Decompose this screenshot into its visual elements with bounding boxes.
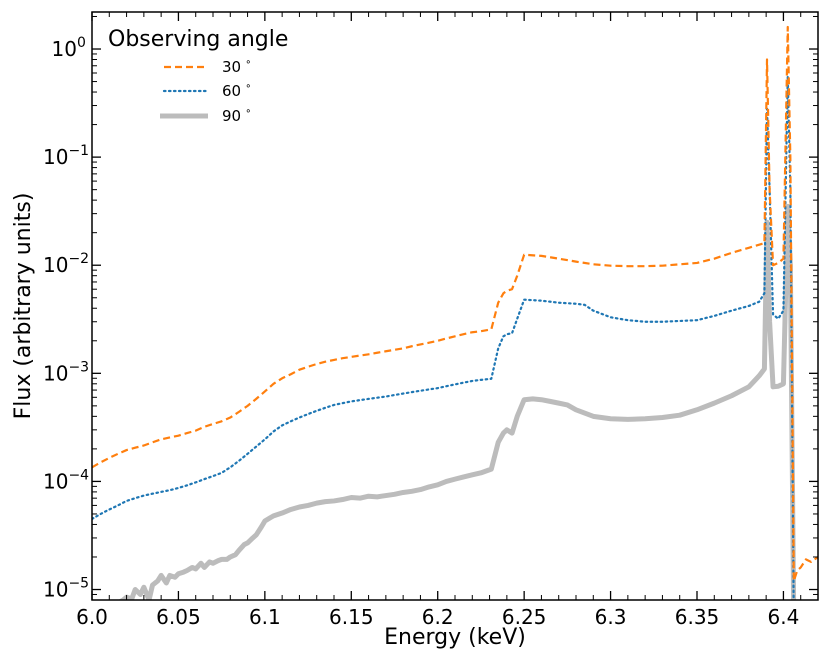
x-tick-label: 6.2 — [422, 605, 454, 629]
series-line-30deg — [92, 25, 818, 583]
x-tick-label: 6.15 — [329, 605, 374, 629]
x-tick-label: 6.0 — [76, 605, 108, 629]
series-layer — [92, 25, 818, 600]
y-axis-label: Flux (arbitrary units) — [11, 193, 36, 420]
legend: Observing angle 30 ∘ 60 ∘ 90 ∘ — [108, 27, 288, 125]
series-line-60deg — [92, 75, 795, 600]
legend-title: Observing angle — [108, 27, 288, 52]
y-tick-label: 100 — [52, 35, 86, 61]
x-tick-label: 6.05 — [156, 605, 201, 629]
x-tick-label: 6.25 — [502, 605, 547, 629]
plot-frame — [91, 11, 819, 601]
y-tick-label: 10−3 — [43, 359, 89, 385]
x-tick-label: 6.35 — [675, 605, 720, 629]
tick-layer: 6.0 6.05 6.1 6.15 6.2 6.25 6.3 6.35 6.4 10−5 10−4 1… — [43, 12, 818, 629]
series-line-90deg — [118, 203, 797, 600]
y-tick-label: 10−1 — [43, 143, 89, 169]
y-tick-label: 10−5 — [43, 576, 89, 602]
legend-entry-60deg: 60 ∘ — [222, 81, 251, 100]
x-axis-label: Energy (keV) — [384, 625, 526, 650]
legend-entry-30deg: 30 ∘ — [222, 57, 251, 76]
legend-entry-90deg: 90 ∘ — [222, 106, 251, 125]
x-tick-label: 6.1 — [249, 605, 281, 629]
y-tick-label: 10−4 — [43, 467, 89, 493]
x-tick-label: 6.3 — [595, 605, 627, 629]
y-tick-label: 10−2 — [43, 251, 89, 277]
x-tick-label: 6.4 — [768, 605, 800, 629]
